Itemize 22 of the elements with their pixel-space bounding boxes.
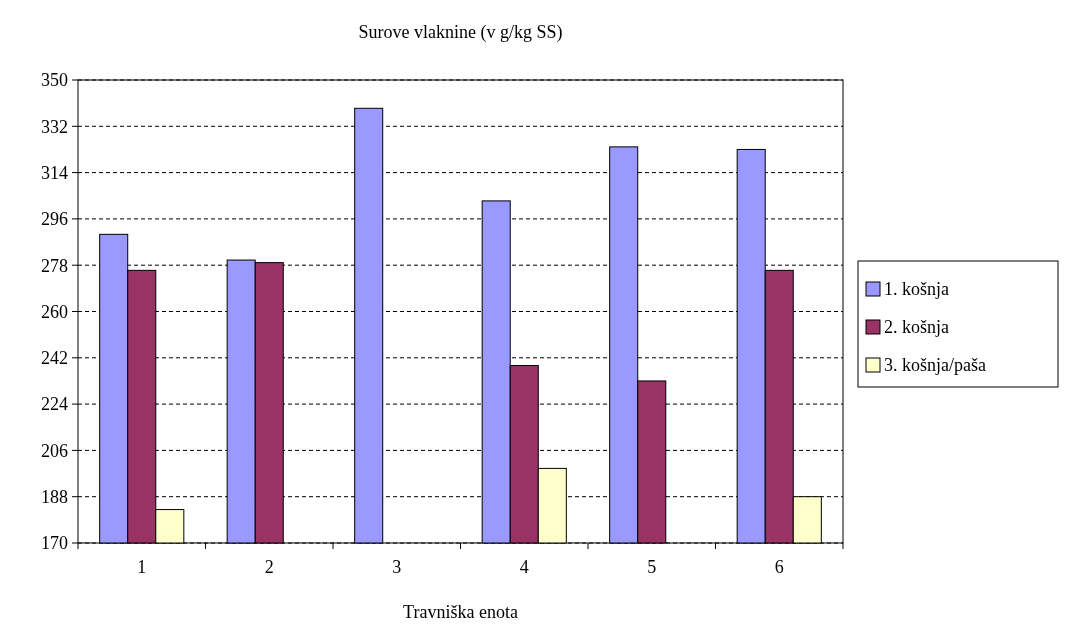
x-axis-title: Travniška enota bbox=[403, 602, 518, 622]
y-tick-label: 296 bbox=[41, 209, 68, 230]
y-tick-label: 314 bbox=[41, 162, 68, 183]
x-tick-label: 6 bbox=[774, 557, 784, 577]
legend-label: 3. košnja/paša bbox=[884, 355, 986, 376]
x-tick-label: 2 bbox=[264, 557, 274, 577]
y-tick-label: 260 bbox=[41, 301, 68, 322]
legend-label: 1. košnja bbox=[884, 279, 950, 300]
y-tick-label: 242 bbox=[41, 348, 68, 369]
chart-title: Surove vlaknine (v g/kg SS) bbox=[358, 22, 563, 43]
x-tick-label: 4 bbox=[519, 557, 529, 577]
y-tick-label: 278 bbox=[41, 255, 68, 276]
x-tick-label: 3 bbox=[392, 557, 402, 577]
y-tick-label: 188 bbox=[41, 487, 68, 507]
y-tick-label: 224 bbox=[41, 394, 68, 415]
y-tick-label: 206 bbox=[41, 440, 68, 461]
y-tick-label: 350 bbox=[41, 70, 68, 91]
legend-label: 2. košnja bbox=[884, 317, 950, 338]
x-tick-label: 5 bbox=[647, 557, 657, 577]
x-tick-label: 1 bbox=[137, 557, 147, 577]
y-tick-label: 332 bbox=[41, 116, 68, 137]
y-tick-label: 170 bbox=[41, 533, 68, 554]
